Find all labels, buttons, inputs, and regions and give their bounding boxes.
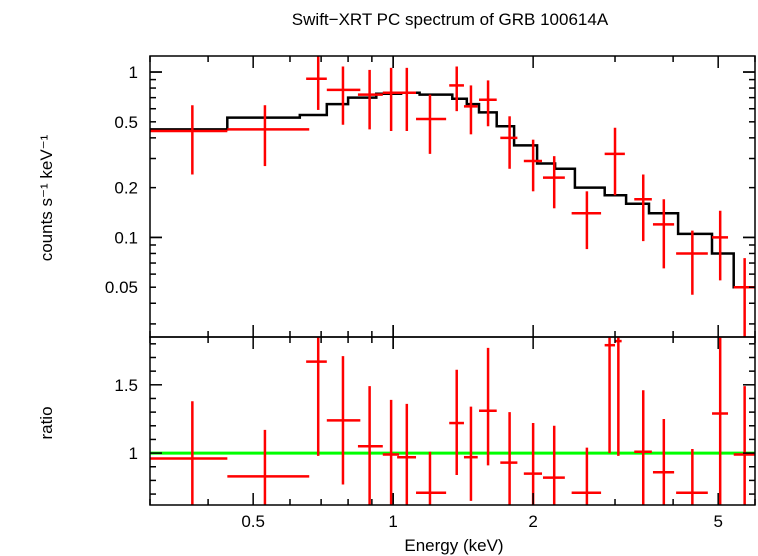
model-line xyxy=(150,91,755,289)
y-tick-label: 1.5 xyxy=(114,376,138,395)
bottom-panel-ylabel: ratio xyxy=(37,406,56,439)
chart-title: Swift−XRT PC spectrum of GRB 100614A xyxy=(292,10,609,29)
spectrum-point xyxy=(634,174,652,242)
ratio-point xyxy=(571,447,602,505)
spectrum-point xyxy=(523,139,543,192)
top-panel-ylabel: counts s⁻¹ keV⁻¹ xyxy=(37,134,56,261)
ratio-point xyxy=(712,337,729,505)
ratio-point xyxy=(382,399,400,505)
ratio-point xyxy=(416,451,447,505)
ratio-point xyxy=(615,337,622,456)
spectrum-point xyxy=(463,85,478,135)
spectrum-point xyxy=(604,127,625,196)
ratio-point xyxy=(542,425,565,505)
y-tick-label: 0.5 xyxy=(114,113,138,132)
y-tick-label: 1 xyxy=(129,444,138,463)
bottom-panel: 0.5 1 2 5 1.5 1 xyxy=(114,336,756,531)
bottom-plot-area xyxy=(150,337,755,505)
ratio-point xyxy=(604,337,616,454)
x-axis-label: Energy (keV) xyxy=(404,536,503,555)
spectrum-point xyxy=(652,199,675,269)
ratio-point xyxy=(150,401,228,505)
ratio-point xyxy=(676,449,708,505)
y-tick-label: 0.1 xyxy=(114,228,138,247)
spectrum-point xyxy=(382,67,400,131)
y-tick-label: 0.05 xyxy=(105,278,138,297)
top-panel: 1 0.5 0.2 0.1 0.05 xyxy=(105,55,756,338)
x-tick-label: 2 xyxy=(528,512,537,531)
spectrum-point xyxy=(326,66,361,125)
x-tick-label: 0.5 xyxy=(241,512,265,531)
ratio-point xyxy=(227,429,310,505)
ratio-point xyxy=(463,406,478,501)
ratio-point xyxy=(326,356,361,485)
ratio-point xyxy=(306,337,327,456)
spectrum-point xyxy=(712,210,729,281)
ratio-point xyxy=(733,386,755,505)
spectrum-point xyxy=(397,67,417,131)
ratio-point xyxy=(652,418,675,505)
spectrum-point xyxy=(479,80,497,127)
ratio-point xyxy=(397,403,417,505)
y-tick-label: 0.2 xyxy=(114,179,138,198)
y-tick-label: 1 xyxy=(129,63,138,82)
spectrum-point xyxy=(676,230,708,295)
x-tick-label: 1 xyxy=(388,512,397,531)
ratio-point xyxy=(357,386,383,505)
spectrum-point xyxy=(542,156,565,209)
ratio-point xyxy=(479,347,497,466)
ratio-point xyxy=(634,390,652,505)
spectrum-point xyxy=(500,116,518,169)
spectrum-point xyxy=(449,66,464,112)
x-tick-label: 5 xyxy=(713,512,722,531)
spectrum-point xyxy=(416,94,447,154)
spectrum-point xyxy=(733,258,755,337)
top-plot-area xyxy=(150,56,755,337)
spectrum-point xyxy=(571,191,602,250)
spectrum-point xyxy=(227,105,310,167)
bottom-panel-frame xyxy=(149,336,756,506)
spectrum-point xyxy=(306,56,327,110)
ratio-point xyxy=(449,369,464,475)
ratio-point xyxy=(500,412,518,505)
spectrum-point xyxy=(150,105,228,175)
spectrum-point xyxy=(357,69,383,130)
